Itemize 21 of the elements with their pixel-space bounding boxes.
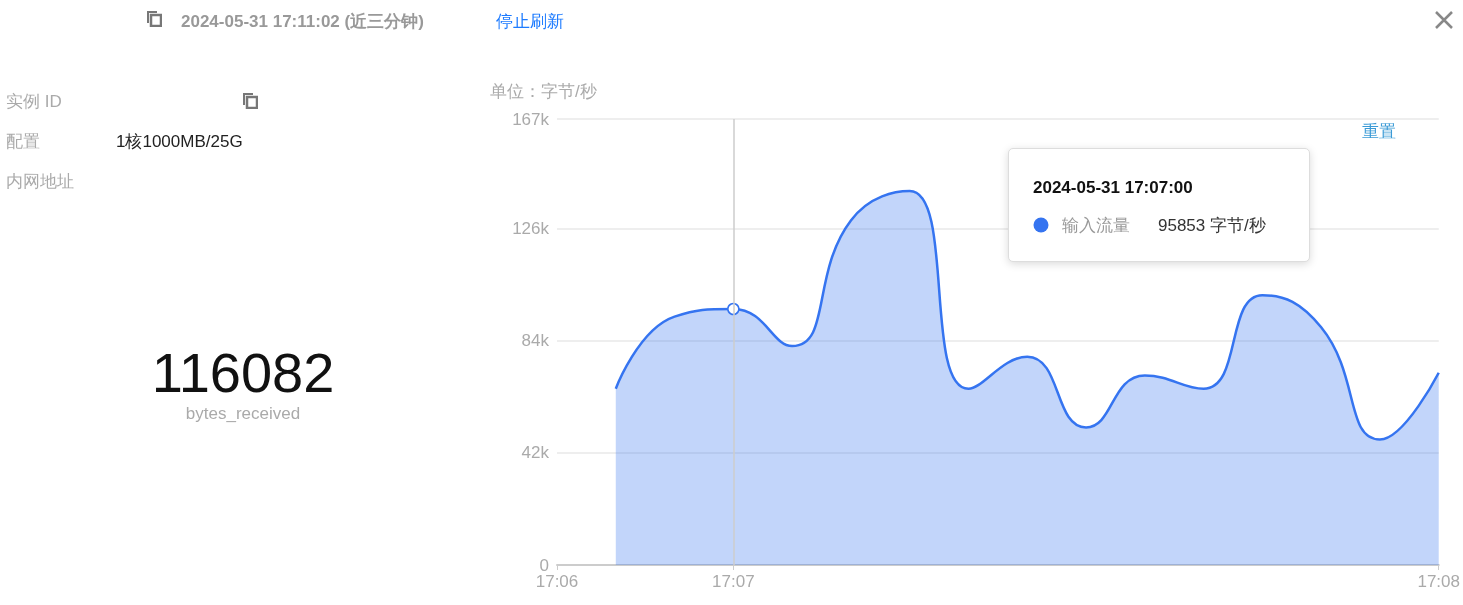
y-axis-title: 单位：字节/秒 — [490, 81, 597, 103]
text: bytes_received — [184, 404, 302, 424]
x-tick-label: 17:06 — [535, 572, 579, 591]
text: 2024-05-31 17:11:02 (近三分钟) — [181, 11, 424, 33]
annotation: 95853 字节/秒 — [1158, 215, 1266, 237]
text: 实例 ID — [6, 91, 62, 113]
legend-label: 输入流量 — [1062, 215, 1130, 237]
y-tick-label: 0 — [539, 555, 549, 575]
y-tick-label: 126k — [512, 219, 550, 238]
x-tick-label: 17:08 — [1417, 572, 1460, 591]
text: 配置 — [6, 131, 40, 153]
annotation: 2024-05-31 17:07:00 — [1033, 178, 1193, 198]
y-tick-label: 42k — [521, 443, 550, 463]
y-tick-label: 84k — [521, 331, 550, 351]
annotation: 重置 — [1362, 121, 1396, 143]
text: 116082 — [150, 341, 336, 404]
text: 1核1000MB/25G — [116, 131, 243, 153]
text: 内网地址 — [6, 171, 74, 193]
text: 停止刷新 — [496, 11, 564, 33]
y-tick-label: 167k — [512, 109, 550, 129]
x-tick-label: 17:07 — [712, 572, 755, 591]
